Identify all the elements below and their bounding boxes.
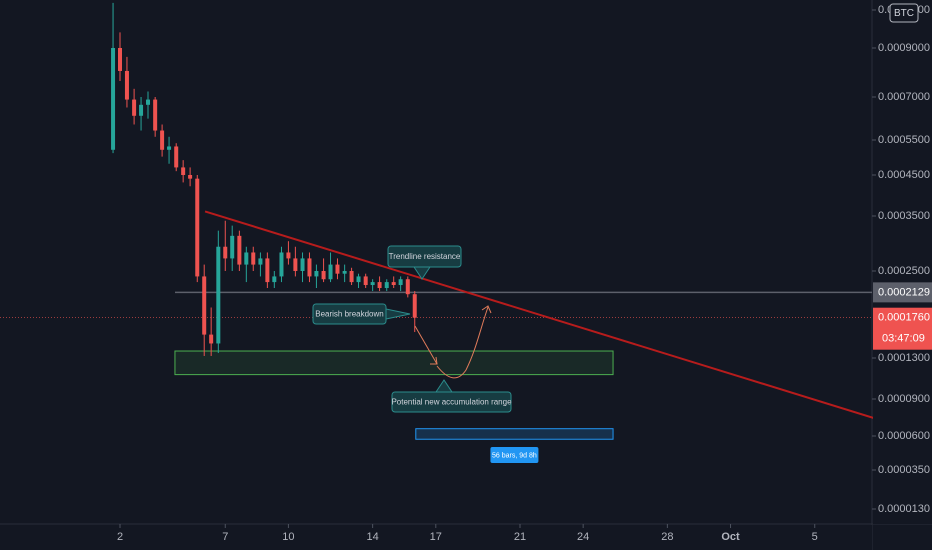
x-tick-label: 5 [812,531,818,543]
candle-body [391,282,396,286]
candle-body [356,276,361,283]
candle-body [209,334,214,344]
candle-body [167,146,172,150]
x-tick-label: 17 [430,531,442,543]
candle-body [244,252,249,265]
projection-arrow-head [430,356,438,365]
callout-box [387,245,462,268]
candle-body [272,276,277,283]
plot-area: 56 bars, 9d 8h Trendline resistance Bearis… [0,2,932,463]
candle-body [328,264,333,280]
candle-body [307,258,312,277]
accumulation-range [174,350,614,376]
candle-body [286,252,291,259]
candle-body [300,258,305,271]
y-tick-label: 0.0000350 [878,464,930,476]
x-tick-label: 7 [222,531,228,543]
candle-body [342,271,347,274]
y-tick-label: 0.0000600 [878,430,930,442]
measure-label-box [490,447,539,463]
x-tick-label: 24 [577,531,589,543]
symbol-badge [889,3,919,23]
candle-body [370,282,375,286]
y-tick-label: 0.0000130 [878,503,930,515]
candle-body [174,146,179,168]
candle-body [384,282,389,289]
callout-box [312,303,387,325]
candle-body [139,104,144,116]
candle-body [202,276,207,335]
candle-body [188,175,193,179]
candle-body [181,167,186,175]
candle-body [321,271,326,280]
callout-tip [413,266,431,280]
candle-body [223,246,228,259]
candle-body [412,294,417,318]
projection-curve [436,306,489,379]
candle-body [314,271,319,277]
trendline [204,210,932,437]
last-price-box [873,307,932,350]
candle-body [398,279,403,286]
y-tick-label: 0.0003500 [878,210,930,222]
candle-body [146,99,150,105]
x-tick-label: 2 [117,531,123,543]
reference-price-box [873,282,932,303]
corner-box [873,525,932,550]
x-tick-label: 21 [514,531,526,543]
x-tick-label: Oct [721,531,740,543]
candle-body [405,279,410,295]
candle-body [195,178,200,277]
candle-body [160,130,165,150]
measure-label: 56 bars, 9d 8h [492,452,537,459]
candle-body [251,252,256,265]
candle-body [132,99,137,116]
callout-text: Potential new accumulation range [391,398,512,407]
y-tick-label: 0.0000900 [878,393,930,405]
y-tick-label: 0.0001300 [878,352,930,364]
candle-body [237,235,242,265]
candle-body [363,276,368,286]
reference-price-label: 0.0002129 [878,286,930,298]
candle-body [216,246,221,344]
x-tick-label: 14 [367,531,379,543]
candle-body [124,70,129,100]
last-price-label: 0.0001760 [878,312,930,324]
date-range-measure [415,428,614,440]
projection-curve-head [481,305,492,314]
y-tick-label: 0.0002500 [878,265,930,277]
candle-body [377,282,382,289]
callout-box [391,391,512,413]
candle-body [349,271,354,283]
candle-body [118,48,122,71]
callout-text: Bearish breakdown [315,310,383,319]
price-axis-bg [873,0,932,524]
x-tick-label: 10 [282,531,294,543]
callout-tip [435,379,453,393]
candle-body [335,264,340,274]
countdown-label: 03:47:09 [882,333,925,345]
y-tick-label: 0.0005500 [878,134,930,146]
callout-text: Trendline resistance [389,252,461,261]
candle-body [265,258,270,283]
y-tick-label: 0.0007000 [878,91,930,103]
candle-body [153,99,158,131]
projection-arrow [414,325,438,365]
candle-body [293,258,298,271]
x-tick-label: 28 [661,531,673,543]
time-axis-bg [0,525,872,550]
y-tick-label: 0.0009000 [878,42,930,54]
callout-tip [385,308,411,320]
candle-body [111,48,116,150]
candle-body [258,258,263,265]
candle-body [279,252,284,277]
symbol-badge-text: BTC [894,8,914,19]
candle-body [230,235,235,259]
y-tick-label: 0.0004500 [878,169,930,181]
